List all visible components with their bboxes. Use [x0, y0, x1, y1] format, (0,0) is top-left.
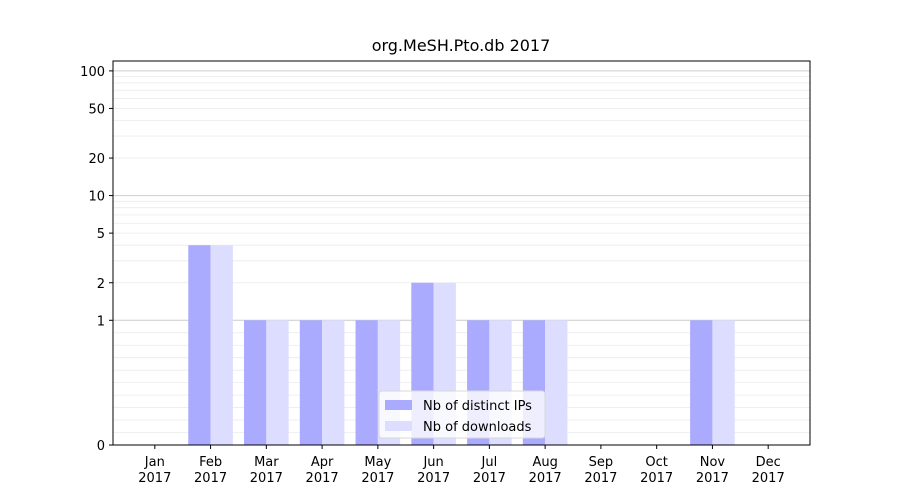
x-tick-label-year: 2017	[640, 471, 673, 486]
y-tick-label: 0	[97, 439, 105, 454]
x-tick-label-month: May	[364, 455, 391, 470]
legend-label: Nb of distinct IPs	[423, 399, 532, 414]
y-tick-label: 5	[97, 227, 105, 242]
chart-title: org.MeSH.Pto.db 2017	[372, 36, 551, 55]
x-tick-label-month: Feb	[199, 455, 222, 470]
x-tick-label-year: 2017	[584, 471, 617, 486]
legend-swatch	[385, 400, 412, 410]
x-tick-label-month: Jun	[422, 455, 443, 470]
axes-layer: 0125102050100Jan2017Feb2017Mar2017Apr201…	[80, 60, 811, 486]
x-tick-label-month: Jul	[481, 455, 498, 470]
x-tick-label-year: 2017	[194, 471, 227, 486]
bar	[545, 320, 568, 445]
bar	[712, 320, 735, 445]
y-tick-label: 10	[88, 190, 105, 205]
plot-frame	[112, 60, 811, 446]
x-tick-label-year: 2017	[361, 471, 394, 486]
bar	[210, 245, 233, 445]
x-tick-label-year: 2017	[138, 471, 171, 486]
x-tick-label-month: Jan	[144, 455, 165, 470]
y-tick-label: 20	[88, 152, 105, 167]
x-tick-label-month: Mar	[254, 455, 279, 470]
y-tick-label: 50	[88, 102, 105, 117]
x-tick-label-month: Sep	[589, 455, 614, 470]
legend-swatch	[385, 421, 412, 431]
x-tick-label-year: 2017	[250, 471, 283, 486]
x-tick-label-year: 2017	[752, 471, 785, 486]
bar	[266, 320, 289, 445]
legend-label: Nb of downloads	[423, 420, 532, 435]
x-tick-label-year: 2017	[529, 471, 562, 486]
x-tick-label-year: 2017	[473, 471, 506, 486]
bar	[690, 320, 713, 445]
bar	[244, 320, 267, 445]
bar	[299, 320, 323, 445]
x-tick-label-month: Oct	[645, 455, 667, 470]
y-tick-label: 100	[80, 65, 105, 80]
x-tick-label-month: Dec	[756, 455, 781, 470]
legend: Nb of distinct IPs Nb of downloads	[378, 390, 546, 439]
legend-box	[378, 390, 546, 439]
x-tick-label-year: 2017	[696, 471, 729, 486]
y-tick-label: 2	[97, 277, 105, 292]
x-tick-label-month: Apr	[311, 455, 334, 470]
x-tick-label-month: Aug	[532, 455, 557, 470]
x-tick-label-year: 2017	[306, 471, 339, 486]
x-tick-label-month: Nov	[700, 455, 726, 470]
bar	[188, 245, 211, 445]
y-tick-label: 1	[97, 314, 105, 329]
x-tick-label-year: 2017	[417, 471, 450, 486]
bar	[322, 320, 345, 445]
bar	[355, 320, 378, 445]
